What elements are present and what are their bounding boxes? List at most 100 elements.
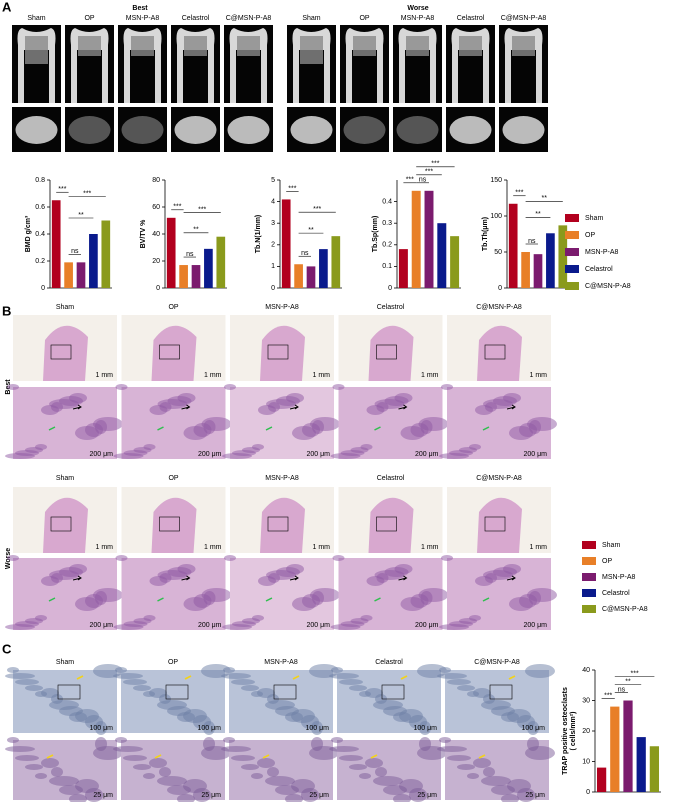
y-tick-label: 60 xyxy=(152,204,160,211)
tissue xyxy=(193,788,211,802)
image-label: Sham xyxy=(56,475,74,482)
bar xyxy=(179,265,188,288)
cross-section xyxy=(343,116,386,144)
legend-swatch xyxy=(582,541,596,549)
tissue xyxy=(394,393,413,403)
bone-section xyxy=(151,497,197,553)
tissue xyxy=(143,615,156,621)
tissue xyxy=(257,758,275,768)
scale-label: 1 mm xyxy=(96,544,114,551)
sig-label: *** xyxy=(431,161,439,168)
image-label: Sham xyxy=(56,659,74,666)
tissue xyxy=(437,673,467,679)
image-label: MSN-P-A8 xyxy=(126,15,160,22)
cross-section xyxy=(449,116,492,144)
cross-section xyxy=(396,116,439,144)
bone-section xyxy=(43,497,88,553)
bar xyxy=(191,265,201,288)
bar xyxy=(546,233,555,288)
tissue xyxy=(409,788,427,802)
tissue xyxy=(252,444,264,450)
arrow xyxy=(76,675,84,680)
tissue xyxy=(339,679,363,685)
legend-swatch xyxy=(582,557,596,565)
arrow xyxy=(181,404,191,410)
y-tick-label: 40 xyxy=(582,667,590,674)
bar xyxy=(281,199,291,288)
tissue xyxy=(69,712,87,722)
zoom-box xyxy=(376,516,397,532)
tissue xyxy=(85,788,103,802)
tissue xyxy=(393,794,411,802)
tissue xyxy=(133,685,151,691)
scale-label: 200 μm xyxy=(307,451,331,458)
tissue xyxy=(93,588,123,602)
y-tick-label: 10 xyxy=(582,758,590,765)
y-axis-label: ( cells/mm²) xyxy=(570,712,577,751)
scale-label: 1 mm xyxy=(530,372,548,379)
y-tick-label: 3 xyxy=(271,220,275,227)
sig-label: *** xyxy=(406,177,414,184)
tissue xyxy=(503,393,521,403)
legend-label: C@MSN-P-A8 xyxy=(602,606,648,613)
trabecular xyxy=(184,36,207,56)
legend-swatch xyxy=(582,589,596,597)
tissue xyxy=(310,588,340,602)
bar xyxy=(424,190,434,288)
tissue xyxy=(157,776,187,786)
legend-label: OP xyxy=(602,558,612,565)
scale-label: 1 mm xyxy=(313,372,331,379)
bar xyxy=(51,200,61,288)
sig-label: *** xyxy=(313,206,321,213)
y-tick-label: 50 xyxy=(494,249,502,256)
bar xyxy=(166,217,176,288)
arrow xyxy=(374,426,381,431)
tissue xyxy=(203,721,215,735)
y-tick-label: 0.2 xyxy=(35,258,45,265)
tissue xyxy=(439,667,451,673)
tissue xyxy=(491,785,515,795)
bar xyxy=(596,767,607,792)
y-tick-label: 0 xyxy=(586,789,590,796)
y-tick-label: 80 xyxy=(152,177,160,184)
scale-label: 100 μm xyxy=(522,725,546,732)
zoom-box xyxy=(273,684,297,700)
y-axis-label: BV/TV % xyxy=(140,219,147,249)
zoom-box xyxy=(489,684,513,700)
tissue xyxy=(265,776,295,786)
tissue xyxy=(447,755,471,761)
bar xyxy=(204,248,213,288)
scale-label: 200 μm xyxy=(524,622,548,629)
legend-swatch xyxy=(565,214,579,222)
trabecular xyxy=(25,36,48,64)
scale-label: 1 mm xyxy=(313,544,331,551)
bar xyxy=(331,236,341,288)
bar xyxy=(319,249,328,288)
tissue xyxy=(360,444,373,450)
tissue xyxy=(221,746,251,752)
arrow xyxy=(265,597,273,602)
arrow xyxy=(157,597,164,602)
cross-section xyxy=(502,116,545,144)
tissue xyxy=(331,737,343,743)
tissue xyxy=(267,767,279,777)
scale-label: 1 mm xyxy=(96,372,114,379)
sig-label: ** xyxy=(541,195,547,202)
tissue xyxy=(143,691,155,697)
tissue xyxy=(349,685,367,691)
zoom-box xyxy=(376,344,397,360)
image-label: OP xyxy=(168,304,178,311)
tissue xyxy=(115,384,128,390)
sig-label: ** xyxy=(535,211,541,218)
y-tick-label: 20 xyxy=(152,258,160,265)
sig-label: ns xyxy=(71,248,79,255)
image-label: C@MSN-P-A8 xyxy=(476,304,522,311)
trabecular xyxy=(512,36,535,56)
y-tick-label: 20 xyxy=(582,728,590,735)
tissue xyxy=(457,764,475,770)
tissue xyxy=(41,758,59,768)
tissue xyxy=(286,393,304,403)
tissue xyxy=(7,555,19,561)
image-label: C@MSN-P-A8 xyxy=(474,659,520,666)
tissue xyxy=(69,794,87,802)
